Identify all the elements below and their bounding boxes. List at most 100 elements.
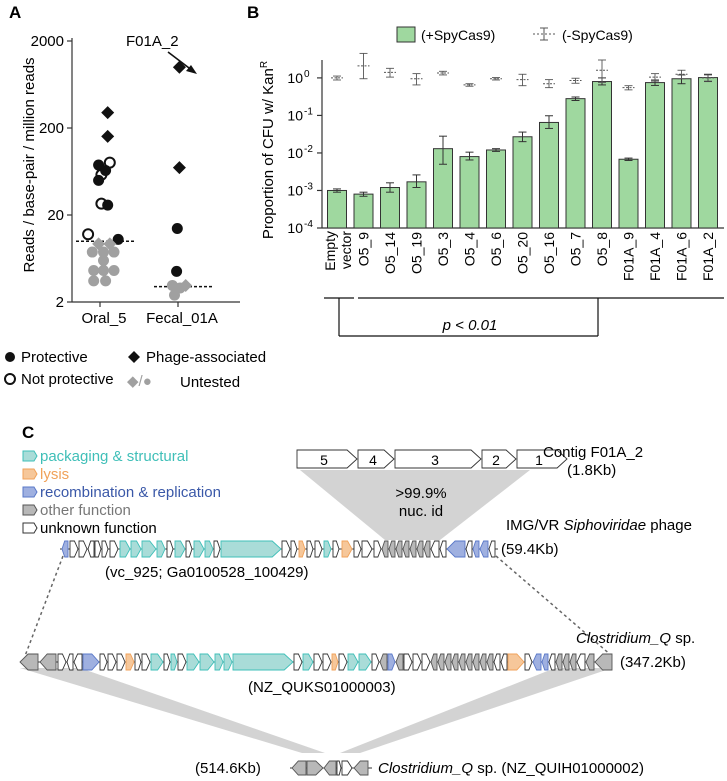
clostridium-size: (347.2Kb): [620, 654, 686, 671]
phage-gene-arrow: [430, 540, 440, 558]
significance-bracket: [324, 297, 724, 337]
bottom-gene-arrow: [341, 760, 353, 776]
phage-gene-arrow: [423, 540, 431, 558]
phage-gene-arrow: [220, 540, 282, 558]
legend-protective: Protective: [21, 349, 88, 366]
phage-gene-arrow: [281, 540, 291, 558]
clostridium-gene-arrow: [57, 653, 67, 671]
legend-packaging: packaging & structural: [40, 448, 188, 465]
phage-gene-arrow: [61, 540, 69, 558]
phage-gene-arrow: [306, 540, 314, 558]
clostridium-gene-arrow: [170, 653, 178, 671]
phage-gene-arrow: [213, 540, 221, 558]
clostridium-gene-arrow: [214, 653, 224, 671]
bar-with-cas9: [698, 77, 718, 229]
bar-with-cas9: [486, 149, 506, 229]
phage-gene-arrow: [373, 540, 382, 558]
untested-legend-icon: ◆/●: [127, 373, 152, 390]
unknown-function-legend-icon: [22, 522, 38, 534]
bottom-synteny-wedge-left: [20, 668, 325, 753]
panel-b: B (+SpyCas9) (-SpyCas9) Proportion of CF…: [247, 3, 724, 337]
b-xtick-label: O5_19: [409, 232, 425, 274]
phage-gene-arrow: [416, 540, 424, 558]
contig-gene-number: 5: [320, 452, 328, 468]
clostridium-gene-arrow: [232, 653, 294, 671]
phage-gene-arrow: [101, 540, 109, 558]
protective-point: [93, 174, 105, 186]
protective-point: [112, 233, 124, 245]
phage-size: (59.4Kb): [501, 541, 559, 558]
p-value-label: p < 0.01: [442, 317, 498, 334]
bar-with-cas9: [380, 187, 400, 229]
a-ytick-label: 200: [39, 120, 64, 137]
bar-with-cas9: [406, 181, 427, 229]
legend-other: other function: [40, 502, 131, 519]
clostridium-gene-arrow: [444, 653, 452, 671]
untested-circle-point: [98, 254, 109, 266]
bar-with-cas9: [539, 121, 559, 229]
a-xtick-label: Oral_5: [81, 310, 126, 327]
clostridium-gene-arrow: [163, 653, 171, 671]
panel-a-ylabel: Reads / base-pair / million reads: [21, 57, 38, 272]
clostridium-gene-arrow: [486, 653, 494, 671]
phage-gene-arrow: [472, 540, 480, 558]
clostridium-gene-arrow: [82, 653, 100, 671]
clostridium-gene-arrow: [585, 653, 595, 671]
clostridium-gene-arrow: [507, 653, 525, 671]
clostridium-gene-arrow: [395, 653, 404, 671]
phage-gene-arrow: [465, 540, 473, 558]
legend-recombination: recombination & replication: [40, 484, 221, 501]
protective-point: [102, 199, 114, 211]
protective-legend-icon: [5, 352, 15, 362]
bottom-title: Clostridium_Q sp. (NZ_QUIH01000002): [378, 760, 644, 777]
legend-not-protective: Not protective: [21, 371, 114, 388]
contig-synteny-wedge: [300, 470, 530, 540]
bottom-gene-arrow: [323, 760, 337, 776]
clostridium-gene-arrow: [451, 653, 459, 671]
bottom-gene-arrow: [291, 760, 307, 776]
panel-a: A Reads / base-pair / million reads 2 20 2…: [4, 3, 266, 391]
clostridium-gene-arrow: [302, 653, 314, 671]
bottom-gene-arrow: [306, 760, 324, 776]
clostridium-gene-arrow: [421, 653, 431, 671]
clostridium-gene-arrow: [532, 653, 542, 671]
b-ytick-exponent: -4: [304, 219, 313, 230]
clostridium-gene-arrow: [458, 653, 466, 671]
b-ytick-exponent: 0: [304, 69, 310, 80]
phage-gene-arrow: [341, 540, 353, 558]
b-ytick-label: 10: [287, 145, 303, 161]
clostridium-gene-arrow: [358, 653, 372, 671]
x-label-empty-line2: vector: [338, 231, 354, 269]
lysis-legend-icon: [22, 468, 38, 480]
contig-gene-arrow: [296, 449, 358, 469]
legend-untested: Untested: [180, 374, 240, 391]
untested-circle-point: [86, 246, 98, 258]
protective-point: [171, 265, 183, 277]
b-xtick-label: O5_14: [382, 232, 398, 274]
b-xtick-label: O5_9: [356, 232, 372, 266]
phage-gene-arrow: [488, 540, 496, 558]
contig-gene-arrow: [394, 449, 482, 469]
clostridium-gene-arrow: [472, 653, 480, 671]
phage-gene-arrow: [290, 540, 298, 558]
untested-circle-point: [88, 275, 100, 287]
phage-gene-arrow: [395, 540, 403, 558]
bottom-gene-arrow: [336, 760, 342, 776]
b-ytick-label: 10: [287, 70, 303, 86]
b-xtick-label: O5_8: [594, 232, 610, 266]
bar-with-cas9: [592, 81, 612, 229]
phage-id: (vc_925; Ga0100528_100429): [105, 564, 309, 581]
clostridium-gene-arrow: [562, 653, 570, 671]
clostridium-gene-arrow: [347, 653, 359, 671]
clostridium-gene-arrow: [293, 653, 303, 671]
legend-with-cas9: (+SpyCas9): [421, 27, 495, 43]
clostridium-gene-arrow: [594, 653, 613, 671]
clostridium-gene-arrow: [322, 653, 332, 671]
clostridium-gene-arrow: [66, 653, 74, 671]
phage-gene-arrow: [193, 540, 205, 558]
contig-size: (1.8Kb): [567, 462, 616, 479]
phage-associated-point: [172, 60, 186, 74]
bar-with-cas9: [565, 98, 586, 229]
clostridium-gene-arrow: [430, 653, 438, 671]
annotation-arrow-head-icon: [186, 65, 197, 74]
